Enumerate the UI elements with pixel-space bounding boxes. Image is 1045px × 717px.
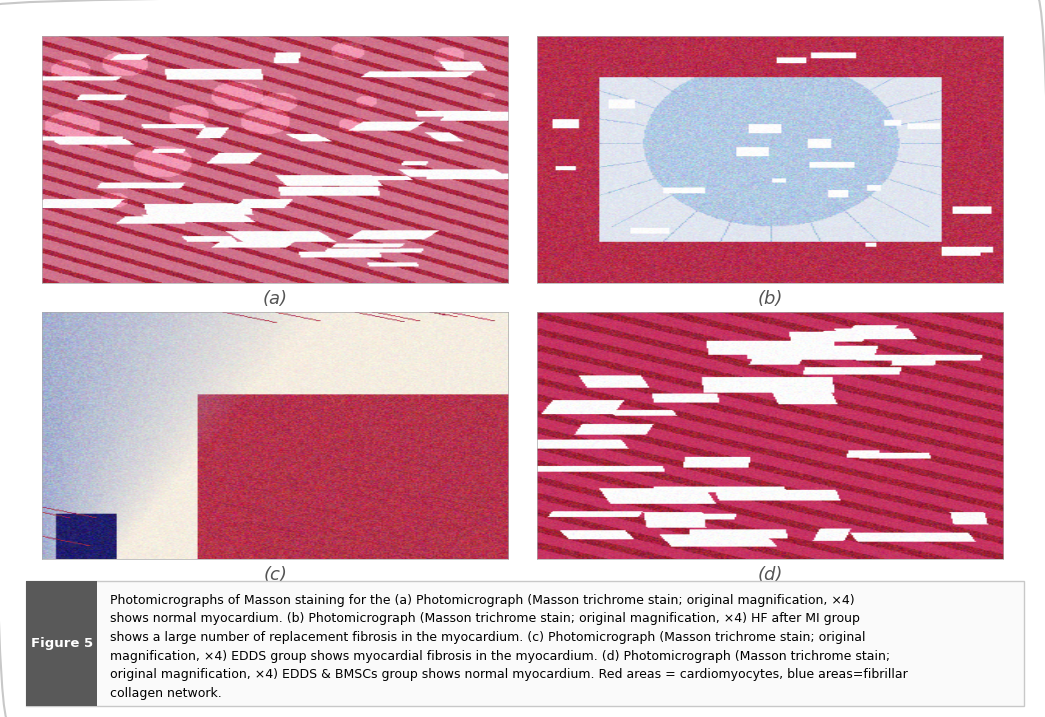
- Text: original magnification, ×4) EDDS & BMSCs group shows normal myocardium. Red area: original magnification, ×4) EDDS & BMSCs…: [110, 668, 907, 681]
- Text: Figure 5: Figure 5: [30, 637, 93, 650]
- X-axis label: (c): (c): [263, 566, 287, 584]
- Text: shows normal myocardium. (b) Photomicrograph (Masson trichrome stain; original m: shows normal myocardium. (b) Photomicrog…: [110, 612, 860, 625]
- Text: collagen network.: collagen network.: [110, 687, 222, 700]
- Text: shows a large number of replacement fibrosis in the myocardium. (c) Photomicrogr: shows a large number of replacement fibr…: [110, 631, 865, 644]
- X-axis label: (a): (a): [262, 290, 287, 308]
- X-axis label: (b): (b): [758, 290, 783, 308]
- X-axis label: (d): (d): [758, 566, 783, 584]
- Text: magnification, ×4) EDDS group shows myocardial fibrosis in the myocardium. (d) P: magnification, ×4) EDDS group shows myoc…: [110, 650, 890, 663]
- Text: Photomicrographs of Masson staining for the (a) Photomicrograph (Masson trichrom: Photomicrographs of Masson staining for …: [110, 594, 855, 607]
